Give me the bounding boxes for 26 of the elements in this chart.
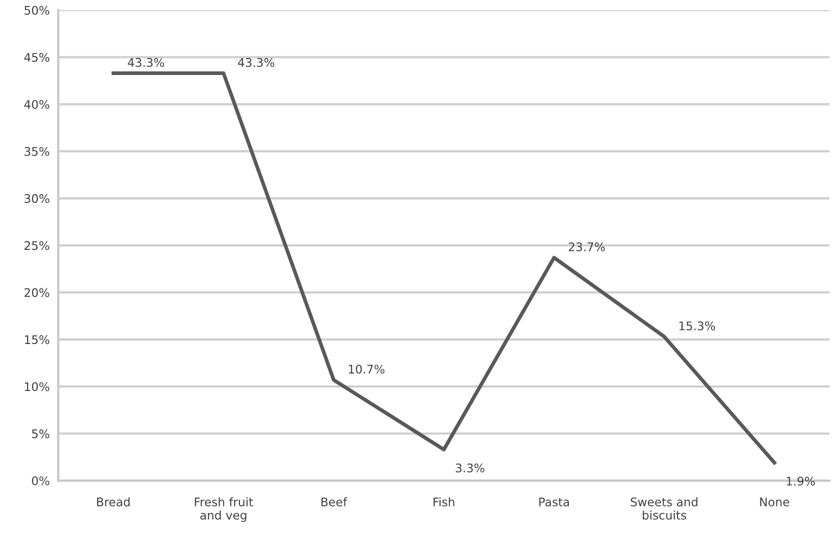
y-tick-label: 10% [24, 382, 50, 392]
x-tick-label: Fish [434, 497, 454, 506]
x-tick-label: Beef [321, 497, 348, 506]
y-tick-label: 40% [24, 100, 50, 109]
x-tick-label: None [760, 498, 790, 506]
x-tick-label: Sweets and biscuits [630, 497, 698, 520]
y-tick-label: 15% [24, 335, 50, 344]
y-tick-label: 25% [24, 241, 50, 250]
data-label: 43.3% [238, 58, 274, 67]
x-tick-label: Bread [97, 497, 130, 506]
y-tick-label: 30% [24, 194, 50, 203]
data-label: 23.7% [568, 242, 605, 252]
y-tick-label: 45% [24, 52, 50, 62]
y-tick-label: 35% [24, 147, 50, 156]
data-label: 43.3% [128, 58, 164, 67]
data-label: 15.3% [679, 321, 715, 330]
y-tick-label: 20% [24, 288, 50, 298]
x-tick-label: Fresh fruit and veg [194, 497, 254, 522]
line-series [112, 71, 776, 465]
data-label: 3.3% [456, 463, 484, 472]
y-tick-label: 0% [32, 476, 50, 486]
y-tick-label: 5% [32, 429, 50, 438]
x-tick-label: Pasta [539, 498, 569, 506]
data-label: 10.7% [348, 364, 384, 374]
data-label: 1.9% [786, 476, 815, 486]
y-tick-label: 50% [24, 6, 50, 15]
